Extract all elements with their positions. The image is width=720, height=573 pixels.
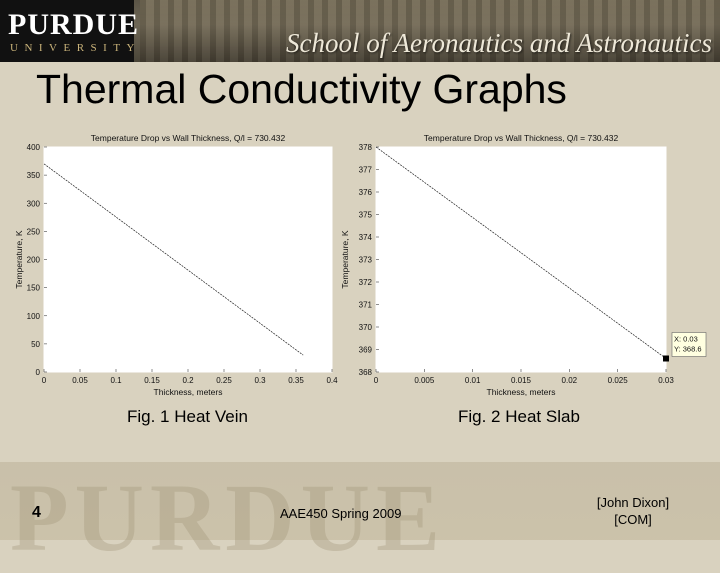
- author-name: [John Dixon]: [596, 495, 670, 510]
- author-block: [John Dixon] [COM]: [590, 494, 676, 528]
- chart-heat-slab: Temperature Drop vs Wall Thickness, Q/l …: [340, 133, 707, 397]
- x-tick-label: 0.02: [562, 376, 578, 385]
- slide-number: 4: [32, 504, 41, 521]
- y-tick-label: 150: [27, 284, 41, 293]
- x-tick-label: 0: [374, 376, 379, 385]
- fig2-caption: Fig. 2 Heat Slab: [458, 407, 580, 426]
- y-tick-label: 370: [359, 323, 373, 332]
- series-line: [43, 163, 304, 356]
- data-tip-text: Y: 368.6: [674, 345, 702, 354]
- y-tick-label: 200: [27, 256, 41, 265]
- x-tick-label: 0.3: [254, 376, 266, 385]
- x-tick-label: 0.35: [288, 376, 304, 385]
- chart-title: Temperature Drop vs Wall Thickness, Q/l …: [91, 133, 286, 143]
- y-tick-label: 400: [27, 143, 41, 152]
- x-axis-label: Thickness, meters: [154, 387, 223, 397]
- x-tick-label: 0: [42, 376, 47, 385]
- x-tick-label: 0.03: [658, 376, 674, 385]
- x-tick-label: 0.25: [216, 376, 232, 385]
- data-tip-text: X: 0.03: [674, 335, 698, 344]
- data-tip-marker: [663, 355, 669, 362]
- x-tick-label: 0.1: [110, 376, 122, 385]
- x-tick-label: 0.05: [72, 376, 88, 385]
- y-tick-label: 376: [359, 188, 373, 197]
- y-tick-label: 369: [359, 346, 373, 355]
- y-tick-label: 300: [27, 199, 41, 208]
- x-tick-label: 0.025: [608, 376, 629, 385]
- group-name: [COM]: [614, 512, 652, 527]
- plot-area: [43, 146, 333, 373]
- x-axis-label: Thickness, meters: [487, 387, 556, 397]
- y-tick-label: 100: [27, 312, 41, 321]
- y-tick-label: 374: [359, 233, 373, 242]
- fig1-caption: Fig. 1 Heat Vein: [127, 407, 248, 426]
- y-tick-label: 371: [359, 301, 373, 310]
- y-tick-label: 375: [359, 211, 373, 220]
- x-tick-label: 0.01: [465, 376, 481, 385]
- chart-title: Temperature Drop vs Wall Thickness, Q/l …: [424, 133, 619, 143]
- y-tick-label: 350: [27, 171, 41, 180]
- school-name: School of Aeronautics and Astronautics: [286, 28, 712, 58]
- x-tick-label: 0.005: [414, 376, 435, 385]
- y-tick-label: 368: [359, 368, 373, 377]
- header-banner: PURDUE UNIVERSITY School of Aeronautics …: [0, 0, 720, 62]
- y-tick-label: 377: [359, 166, 373, 175]
- y-tick-label: 373: [359, 256, 373, 265]
- logo-subtitle: UNIVERSITY: [10, 42, 141, 54]
- purdue-logo: PURDUE UNIVERSITY: [0, 0, 138, 62]
- data-tip-box: [671, 332, 707, 357]
- footer-band: [0, 462, 720, 540]
- y-tick-label: 378: [359, 143, 373, 152]
- y-tick-label: 50: [31, 340, 40, 349]
- slide-title: Thermal Conductivity Graphs: [36, 66, 567, 112]
- plot-area: [375, 146, 667, 373]
- x-tick-label: 0.4: [326, 376, 338, 385]
- y-tick-label: 0: [36, 368, 41, 377]
- x-tick-label: 0.015: [511, 376, 532, 385]
- course-label: AAE450 Spring 2009: [280, 506, 402, 521]
- y-axis-label: Temperature, K: [340, 230, 350, 288]
- logo-wordmark: PURDUE: [8, 8, 139, 41]
- x-tick-label: 0.2: [182, 376, 194, 385]
- y-tick-label: 250: [27, 227, 41, 236]
- y-tick-label: 372: [359, 278, 373, 287]
- y-axis-label: Temperature, K: [14, 230, 24, 288]
- x-tick-label: 0.15: [144, 376, 160, 385]
- chart-heat-vein: Temperature Drop vs Wall Thickness, Q/l …: [14, 133, 338, 397]
